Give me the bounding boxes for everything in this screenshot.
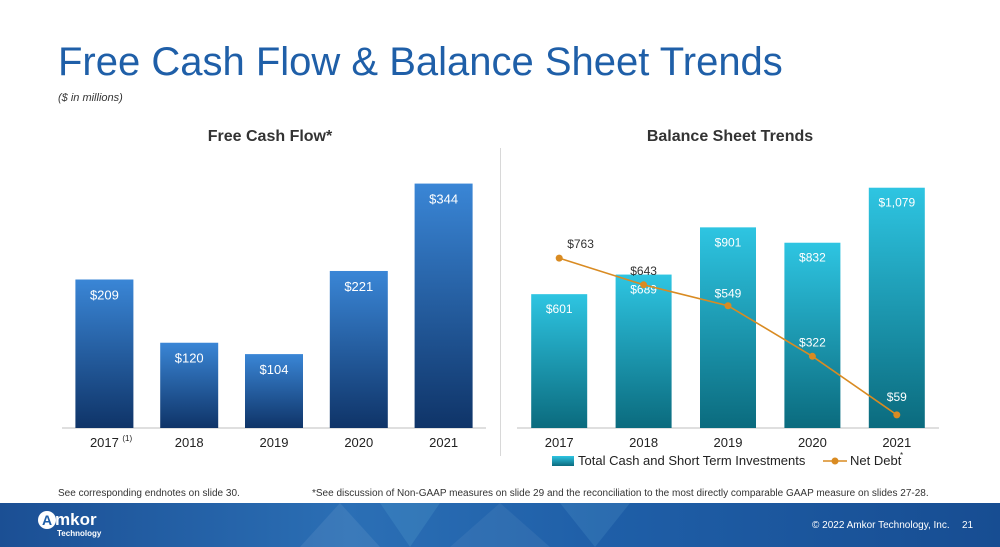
fcf-x-tick-label: 2018 — [175, 435, 204, 450]
net-debt-point — [724, 302, 732, 310]
legend-cash-swatch — [552, 456, 574, 466]
legend-net-debt-marker — [831, 457, 839, 465]
chart-divider — [500, 148, 501, 456]
fcf-bar-label: $120 — [175, 351, 204, 366]
fcf-bar — [245, 354, 303, 428]
cash-bar-label: $901 — [715, 235, 742, 249]
bs-x-tick-label: 2019 — [714, 435, 743, 450]
page-number: 21 — [962, 520, 974, 531]
fcf-bar-label: $344 — [429, 192, 458, 207]
logo-text: mkor — [55, 510, 97, 529]
net-debt-point — [555, 254, 563, 262]
cash-bar — [700, 227, 756, 428]
fcf-x-tick-label: 2019 — [260, 435, 289, 450]
fcf-bar — [414, 183, 473, 428]
bs-x-tick-label: 2021 — [882, 435, 911, 450]
cash-bar — [868, 187, 925, 428]
page-title: Free Cash Flow & Balance Sheet Trends — [58, 40, 783, 84]
footer-pattern — [300, 503, 380, 547]
endnote-reference: See corresponding endnotes on slide 30. — [58, 488, 240, 499]
bs-x-tick-label: 2020 — [798, 435, 827, 450]
logo-mark: A — [38, 511, 56, 529]
footer-pattern — [450, 503, 550, 547]
footer-pattern — [380, 503, 440, 547]
net-debt-label: $549 — [715, 287, 742, 301]
fcf-x-tick-label: 2020 — [344, 435, 373, 450]
legend-net-debt-label: Net Debt — [850, 453, 902, 468]
page-subtitle: ($ in millions) — [58, 92, 123, 104]
net-debt-label: $643 — [630, 264, 657, 278]
fcf-bar — [329, 270, 388, 428]
fcf-bar — [160, 342, 219, 428]
footer-pattern — [560, 503, 630, 547]
bs-x-tick-label: 2017 — [545, 435, 574, 450]
net-debt-point — [893, 411, 901, 419]
fcf-chart: $209 2017 (1) $120 2018 $104 2019 $221 2020 $344 2… — [62, 183, 486, 450]
fcf-x-tick-note: (1) — [122, 434, 132, 443]
balance-sheet-chart: $6012017$6892018$9012019$8322020$1,07920… — [517, 187, 939, 468]
cash-bar — [784, 242, 841, 428]
fcf-x-tick-label: 2021 — [429, 435, 458, 450]
fcf-bar — [75, 279, 134, 428]
net-debt-label: $322 — [799, 335, 826, 349]
fcf-chart-title: Free Cash Flow* — [207, 128, 333, 145]
fcf-bar-label: $221 — [344, 279, 373, 294]
net-debt-point — [808, 352, 816, 360]
copyright: © 2022 Amkor Technology, Inc. — [812, 520, 950, 531]
fcf-x-tick-label: 2017 — [90, 435, 119, 450]
fcf-bar-label: $104 — [260, 362, 289, 377]
balance-sheet-chart-title: Balance Sheet Trends — [646, 128, 814, 145]
logo-subtext: Technology — [57, 529, 102, 538]
cash-bar-label: $601 — [546, 302, 573, 316]
legend-cash-label: Total Cash and Short Term Investments — [578, 453, 806, 468]
footer-bar — [0, 503, 1000, 547]
cash-bar — [531, 294, 588, 428]
legend-net-debt-note: * — [900, 451, 903, 460]
fcf-bar-label: $209 — [90, 288, 119, 303]
cash-bar-label: $1,079 — [878, 196, 915, 210]
net-debt-point — [640, 281, 648, 289]
net-debt-label: $59 — [887, 390, 907, 404]
non-gaap-footnote: *See discussion of Non-GAAP measures on … — [312, 488, 929, 499]
bs-x-tick-label: 2018 — [629, 435, 658, 450]
cash-bar — [615, 274, 672, 428]
net-debt-label: $763 — [567, 237, 594, 251]
cash-bar-label: $832 — [799, 251, 826, 265]
